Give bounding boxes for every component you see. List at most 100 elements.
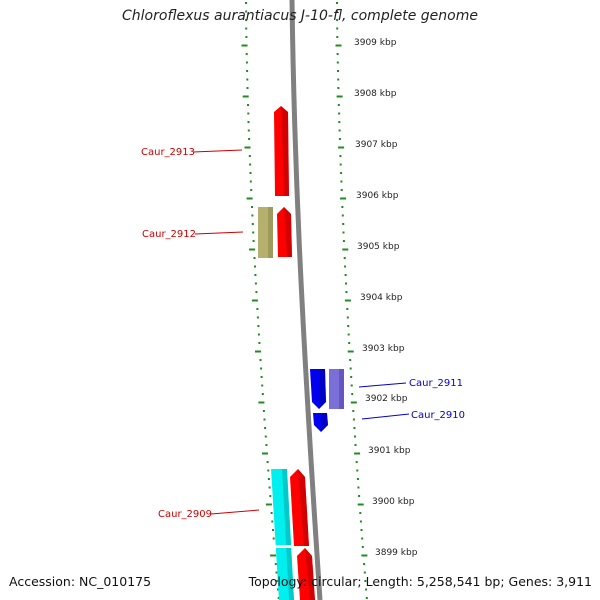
minor-tick	[268, 486, 271, 489]
gene-label-caur-2909[interactable]: Caur_2909	[158, 509, 212, 520]
minor-tick	[271, 520, 274, 523]
feature-cds-forward-2[interactable]	[277, 207, 292, 257]
minor-tick	[272, 529, 274, 531]
minor-tick	[249, 180, 252, 183]
minor-tick	[356, 478, 359, 480]
gene-label-caur-2912[interactable]: Caur_2912	[142, 229, 196, 240]
major-tick	[335, 44, 342, 47]
minor-tick	[336, 10, 338, 13]
minor-tick	[251, 223, 254, 225]
minor-tick	[277, 588, 279, 591]
minor-tick	[350, 376, 353, 378]
feature-caur-2911[interactable]	[310, 369, 344, 409]
cds-arrow-shade	[319, 369, 326, 409]
major-tick	[251, 299, 258, 302]
minor-tick	[272, 537, 275, 540]
gene-label-caur-2911[interactable]: Caur_2911	[409, 378, 463, 389]
minor-tick	[344, 274, 347, 276]
minor-tick	[274, 563, 277, 565]
major-tick	[336, 95, 343, 98]
feature-caur-2910[interactable]	[313, 413, 328, 432]
minor-tick	[245, 27, 248, 30]
minor-tick	[246, 70, 249, 72]
minor-tick	[269, 495, 272, 497]
minor-tick	[247, 104, 249, 106]
cds-arrow-highlight	[298, 469, 309, 546]
minor-tick	[341, 214, 344, 217]
minor-tick	[336, 19, 339, 21]
major-tick	[241, 44, 248, 47]
minor-tick	[336, 27, 339, 30]
minor-tick	[277, 597, 280, 599]
minor-tick	[352, 418, 355, 421]
minor-tick	[253, 257, 256, 259]
major-tick	[262, 452, 268, 455]
minor-tick	[346, 308, 349, 310]
minor-tick	[359, 512, 362, 514]
minor-tick	[267, 469, 270, 472]
gene-label-caur-2910[interactable]: Caur_2910	[411, 410, 465, 421]
kbp-label: 3901 kbp	[368, 446, 411, 456]
leader-line-caur-2913	[192, 149, 243, 153]
gene-label-caur-2913[interactable]: Caur_2913	[141, 147, 195, 158]
minor-tick	[336, 36, 339, 38]
minor-tick	[245, 10, 248, 13]
kbp-label: 3907 kbp	[355, 140, 398, 150]
minor-tick	[265, 444, 268, 446]
feature-rna-block[interactable]	[270, 469, 300, 600]
major-tick	[357, 503, 364, 506]
minor-tick	[254, 274, 257, 276]
kbp-label: 3905 kbp	[357, 242, 400, 252]
major-tick	[350, 401, 357, 404]
minor-tick	[355, 461, 358, 463]
minor-tick	[349, 367, 352, 370]
minor-tick	[363, 563, 366, 565]
inner-tick-track	[241, 2, 280, 599]
feature-block-shade	[268, 207, 273, 258]
minor-tick	[359, 520, 362, 523]
minor-tick	[276, 580, 279, 582]
minor-tick	[245, 36, 248, 38]
kbp-label: 3908 kbp	[354, 89, 397, 99]
minor-tick	[261, 384, 264, 387]
minor-tick	[252, 231, 255, 234]
feature-caur-2913[interactable]	[274, 106, 289, 196]
major-tick	[361, 554, 368, 557]
minor-tick	[251, 214, 254, 217]
feature-block-shade	[339, 369, 344, 409]
minor-tick	[352, 410, 355, 412]
minor-tick	[264, 435, 267, 438]
minor-tick	[256, 308, 259, 310]
major-tick	[347, 350, 354, 353]
kbp-axis: 3909 kbp 3908 kbp 3907 kbp 3906 kbp 3905…	[354, 38, 418, 558]
minor-tick	[255, 291, 258, 293]
minor-tick	[251, 206, 253, 208]
minor-tick	[337, 70, 339, 72]
minor-tick	[264, 427, 267, 429]
minor-tick	[250, 189, 253, 191]
leader-line-caur-2909	[210, 509, 260, 515]
outer-tick-track	[335, 2, 368, 599]
genome-backbone	[289, 0, 323, 600]
minor-tick	[347, 333, 350, 336]
minor-tick	[338, 121, 341, 123]
feature-caur-2912[interactable]	[258, 207, 273, 258]
minor-tick	[252, 240, 255, 242]
minor-tick	[351, 393, 354, 395]
cds-arrow-highlight	[284, 207, 292, 257]
major-tick	[246, 197, 253, 200]
feature-cds-forward-bottom[interactable]	[297, 548, 315, 600]
kbp-label: 3904 kbp	[360, 293, 403, 303]
minor-tick	[345, 291, 348, 293]
minor-tick	[354, 444, 357, 446]
minor-tick	[364, 580, 367, 582]
minor-tick	[342, 223, 345, 225]
minor-tick	[337, 87, 340, 89]
minor-tick	[347, 325, 350, 327]
feature-caur-2909[interactable]	[290, 469, 309, 546]
minor-tick	[350, 384, 353, 387]
minor-tick	[338, 112, 341, 115]
minor-tick	[246, 87, 249, 89]
minor-tick	[338, 138, 341, 140]
